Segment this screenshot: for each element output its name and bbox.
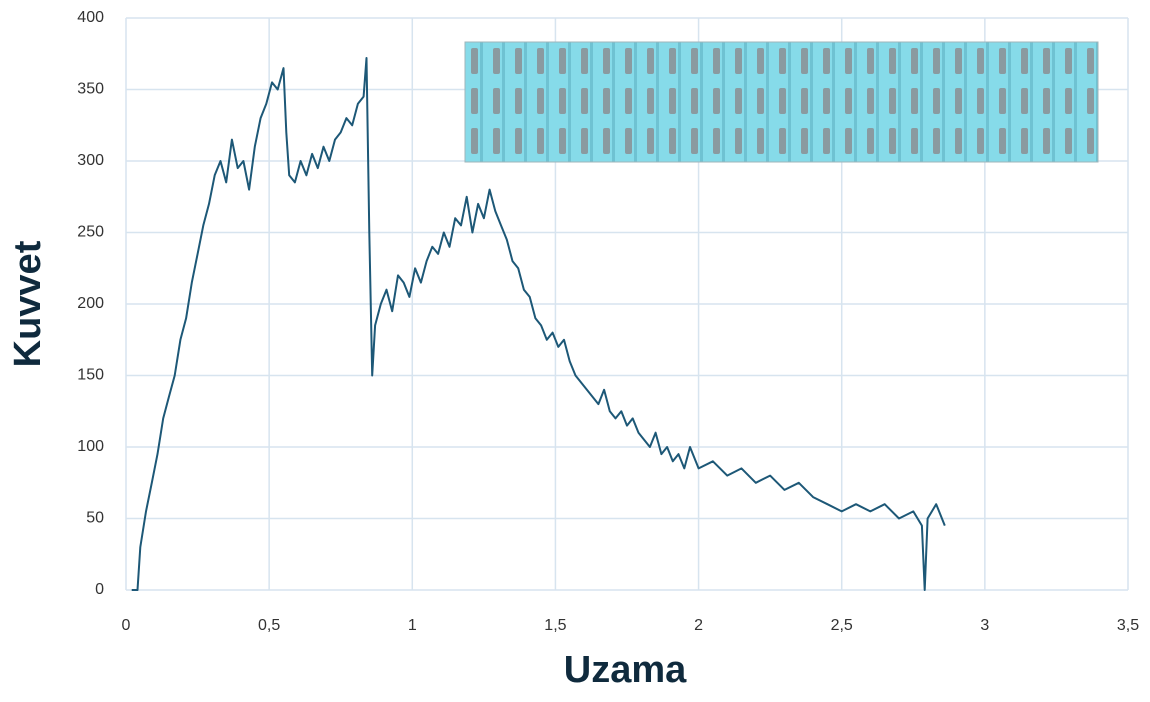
specimen-image [464,41,1099,163]
x-axis-title: Uzama [564,649,687,691]
y-tick-label: 50 [86,510,104,527]
y-tick-label: 0 [95,581,104,598]
y-axis-title: Kuvvet [7,240,49,367]
data-line [131,57,946,591]
x-tick-label: 3 [980,617,989,634]
x-tick-label: 3,5 [1117,617,1139,634]
x-tick-label: 0 [122,617,131,634]
y-tick-label: 300 [77,152,104,169]
x-tick-label: 0,5 [258,617,280,634]
x-tick-label: 2,5 [831,617,853,634]
y-tick-label: 200 [77,295,104,312]
x-tick-label: 1,5 [544,617,566,634]
y-tick-label: 150 [77,367,104,384]
y-tick-label: 250 [77,224,104,241]
x-tick-label: 2 [694,617,703,634]
y-tick-label: 350 [77,81,104,98]
y-tick-label: 400 [77,9,104,26]
x-tick-label: 1 [408,617,417,634]
y-tick-label: 100 [77,438,104,455]
